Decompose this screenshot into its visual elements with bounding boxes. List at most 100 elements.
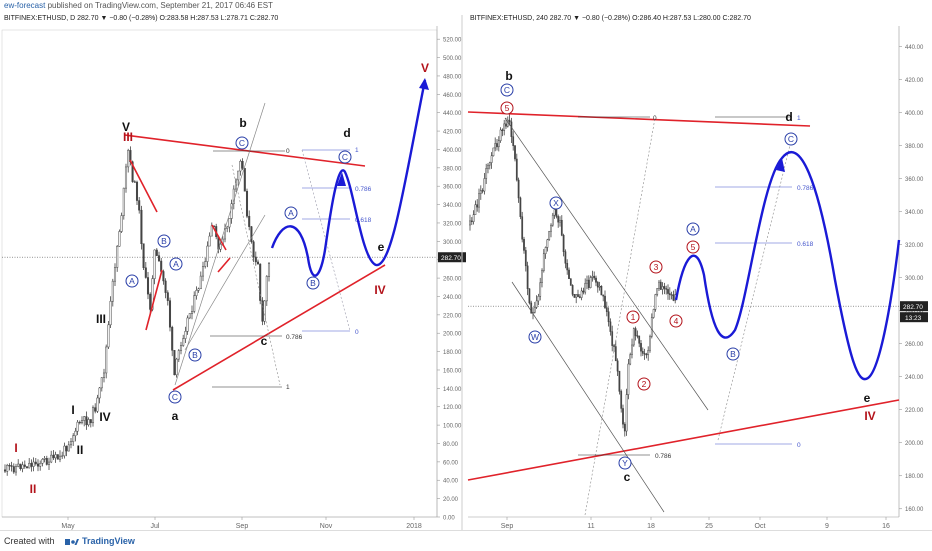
left-y-tick-label-5: 420.00: [443, 130, 462, 136]
left-candle-body-98: [219, 243, 222, 250]
left-label-b: b: [239, 116, 246, 130]
left-circ-C1: C: [172, 392, 178, 402]
right-candle-body-12: [490, 155, 493, 163]
left-candle-body-34: [78, 421, 81, 424]
left-candle-body-16: [39, 463, 42, 467]
right-candle-body-6: [479, 190, 482, 194]
left-label-black-I: I: [71, 403, 74, 417]
right-candle-body-50: [559, 219, 561, 223]
left-y-tick-label-4: 440.00: [443, 111, 462, 117]
right-circ-4-ring: [669, 314, 683, 328]
left-circ-B3-ring: [306, 276, 320, 290]
published-info: published on TradingView.com, September …: [45, 1, 273, 10]
left-y-tick-label-23: 60.00: [443, 460, 459, 466]
right-countdown-box: [900, 312, 928, 323]
right-candle-body-22: [508, 119, 511, 123]
right-candle-body-113: [672, 294, 675, 301]
right-circ-5a-ring: [500, 101, 514, 115]
left-candle-body-49: [111, 280, 114, 302]
right-candle-body-69: [593, 275, 596, 279]
left-candle-body-29: [67, 444, 70, 452]
left-triangle-upper-line: [124, 134, 366, 167]
left-y-tick-label-2: 480.00: [443, 74, 462, 80]
left-y-tick-label-18: 160.00: [443, 368, 462, 374]
right-candle-body-86: [623, 423, 626, 432]
right-candle-body-14: [494, 143, 497, 149]
left-candle-body-39: [89, 419, 92, 424]
left-y-tick-label-9: 340.00: [443, 203, 462, 209]
right-candle-body-108: [663, 286, 666, 289]
right-candle-body-110: [667, 289, 669, 294]
left-candle-body-117: [261, 300, 264, 322]
left-candle-body-41: [94, 407, 97, 412]
left-channel-line-2: [184, 214, 266, 351]
right-candle-body-0: [469, 220, 471, 226]
left-circ-C2: C: [239, 138, 245, 148]
right-circ-3-ring: [649, 260, 663, 274]
left-candle-body-85: [190, 311, 194, 314]
right-label-b: b: [505, 69, 512, 83]
tradingview-logo-icon: [65, 538, 80, 545]
left-projection-arrow-up: [419, 78, 429, 90]
right-candle-body-82: [616, 360, 619, 372]
right-candle-body-109: [665, 288, 668, 290]
tradingview-brand[interactable]: TradingView: [82, 536, 135, 546]
right-candle-body-32: [526, 265, 529, 290]
right-y-tick-label-13: 180.00: [905, 474, 924, 480]
right-candle-body-31: [524, 250, 527, 267]
left-candle-body-17: [41, 459, 44, 464]
left-candle-body-90: [201, 266, 205, 277]
right-candle-body-25: [514, 145, 516, 160]
right-circ-1: 1: [631, 312, 636, 322]
right-candle-body-10: [487, 164, 489, 169]
left-wedge-line-1: [129, 159, 158, 213]
right-y-tick-label-14: 160.00: [905, 507, 924, 513]
right-candle-body-96: [641, 350, 644, 354]
left-y-tick-label-6: 400.00: [443, 148, 462, 154]
left-candle-body-28: [65, 445, 68, 452]
author-name[interactable]: ew-forecast: [4, 1, 46, 10]
left-y-tick-label-15: 220.00: [443, 313, 462, 319]
right-candle-body-65: [586, 279, 588, 284]
left-candle-body-108: [241, 160, 244, 169]
right-candle-body-1: [470, 220, 473, 222]
left-candle-body-50: [113, 267, 117, 282]
left-circ-A3: A: [288, 208, 294, 218]
right-candle-body-84: [620, 391, 623, 409]
right-candle-body-90: [631, 344, 633, 355]
right-candle-body-88: [627, 363, 630, 395]
left-candle-body-2: [8, 464, 11, 467]
left-candle-body-38: [87, 419, 90, 426]
left-wedge-line-2: [145, 269, 163, 331]
left-candle-body-113: [252, 241, 255, 258]
left-fib-label-0: 0: [286, 148, 290, 155]
left-projection-arrow-mid: [337, 172, 346, 186]
left-fib-blue-label-1: 1: [355, 147, 359, 154]
left-candle-body-92: [206, 245, 209, 262]
right-fib-blue-label-0618: 0.618: [797, 241, 814, 248]
right-candle-body-55: [568, 269, 570, 279]
left-candle-body-25: [58, 455, 62, 460]
left-candle-body-12: [30, 462, 33, 467]
right-fib-label-0: 0: [653, 115, 657, 122]
left-y-tick-label-22: 80.00: [443, 442, 459, 448]
left-projection-wave: [270, 79, 427, 277]
right-y-tick-label-1: 420.00: [905, 78, 924, 84]
right-y-tick-label-8: 280.00: [905, 309, 924, 315]
left-candle-body-94: [210, 225, 213, 237]
right-candle-body-23: [510, 121, 513, 137]
right-candle-body-104: [656, 288, 659, 295]
left-y-tick-label-20: 120.00: [443, 405, 462, 411]
left-y-tick-label-19: 140.00: [443, 387, 462, 393]
left-label-red-III: III: [123, 130, 133, 144]
left-candle-body-7: [19, 463, 22, 469]
right-circ-X-ring: [549, 196, 563, 210]
right-candle-body-4: [476, 204, 479, 208]
right-circ-5b: 5: [691, 242, 696, 252]
left-candle-body-111: [248, 215, 251, 227]
left-candle-body-19: [45, 458, 48, 465]
left-candle-body-65: [146, 277, 150, 295]
right-y-tick-label-6: 320.00: [905, 243, 924, 249]
right-candle-body-60: [577, 294, 579, 297]
left-fib-blue-label-0618: 0.618: [355, 217, 372, 224]
